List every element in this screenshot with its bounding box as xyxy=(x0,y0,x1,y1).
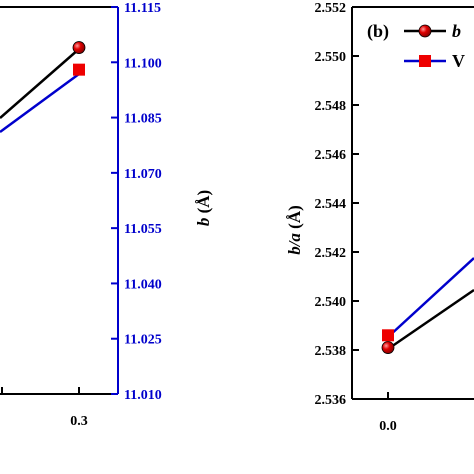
y-tick-label: 2.548 xyxy=(315,99,347,114)
y-tick-label: 11.085 xyxy=(124,112,162,127)
y-tick-label: 2.536 xyxy=(315,393,347,408)
y-tick-label: 2.552 xyxy=(315,1,347,16)
panel-b-x-ticks: 0.0 xyxy=(379,392,397,434)
panel-b-legend: b V xyxy=(404,21,465,71)
x-tick-label: 0.3 xyxy=(70,414,88,429)
y-tick-label: 11.100 xyxy=(124,56,162,71)
panel-a-black-line xyxy=(0,48,80,119)
y-tick-label: 2.542 xyxy=(315,246,347,261)
panel-b-points xyxy=(381,329,395,354)
legend-circle-marker xyxy=(418,24,432,38)
panel-b-label: (b) xyxy=(367,21,389,42)
y-tick-label: 11.040 xyxy=(124,277,162,292)
y-tick-label: 11.115 xyxy=(124,1,161,16)
panel-a-right-axis-label: b (Å) xyxy=(194,190,213,226)
y-tick-label: 2.538 xyxy=(315,344,347,359)
panel-b-y-ticks: 2.552 2.550 2.548 2.546 2.544 2.542 2.540 2.538… xyxy=(315,1,359,408)
y-tick-label: 2.540 xyxy=(315,295,347,310)
panel-a: 11.115 11.100 11.085 11.070 11.055 11.040 11.0… xyxy=(0,1,213,429)
y-tick-label: 11.025 xyxy=(124,333,162,348)
data-point-square xyxy=(382,329,394,342)
y-tick-label: 11.070 xyxy=(124,167,162,182)
x-tick-label: 0.0 xyxy=(379,419,397,434)
panel-b-y-axis-label: b/a (Å) xyxy=(285,205,304,255)
y-tick-label: 11.055 xyxy=(124,222,162,237)
panel-a-right-ticks: 11.115 11.100 11.085 11.070 11.055 11.040 11.0… xyxy=(111,1,162,403)
y-tick-label: 2.544 xyxy=(315,197,347,212)
legend-square-marker xyxy=(419,55,431,67)
panel-a-x-ticks: 0.3 xyxy=(1,387,88,429)
panel-a-blue-line xyxy=(0,72,80,134)
panel-a-points xyxy=(72,41,86,76)
y-tick-label: 2.546 xyxy=(315,148,347,163)
panel-b-blue-line xyxy=(387,257,474,338)
panel-b: 2.552 2.550 2.548 2.546 2.544 2.542 2.540 2.538… xyxy=(285,1,474,434)
y-tick-label: 11.010 xyxy=(124,388,162,403)
legend-label-v: V xyxy=(452,51,465,71)
data-point-square xyxy=(73,63,85,76)
data-point-circle xyxy=(381,341,395,354)
data-point-circle xyxy=(72,41,86,54)
panel-b-black-line xyxy=(387,288,474,351)
legend-label-b: b xyxy=(452,21,461,41)
y-tick-label: 2.550 xyxy=(315,50,347,65)
